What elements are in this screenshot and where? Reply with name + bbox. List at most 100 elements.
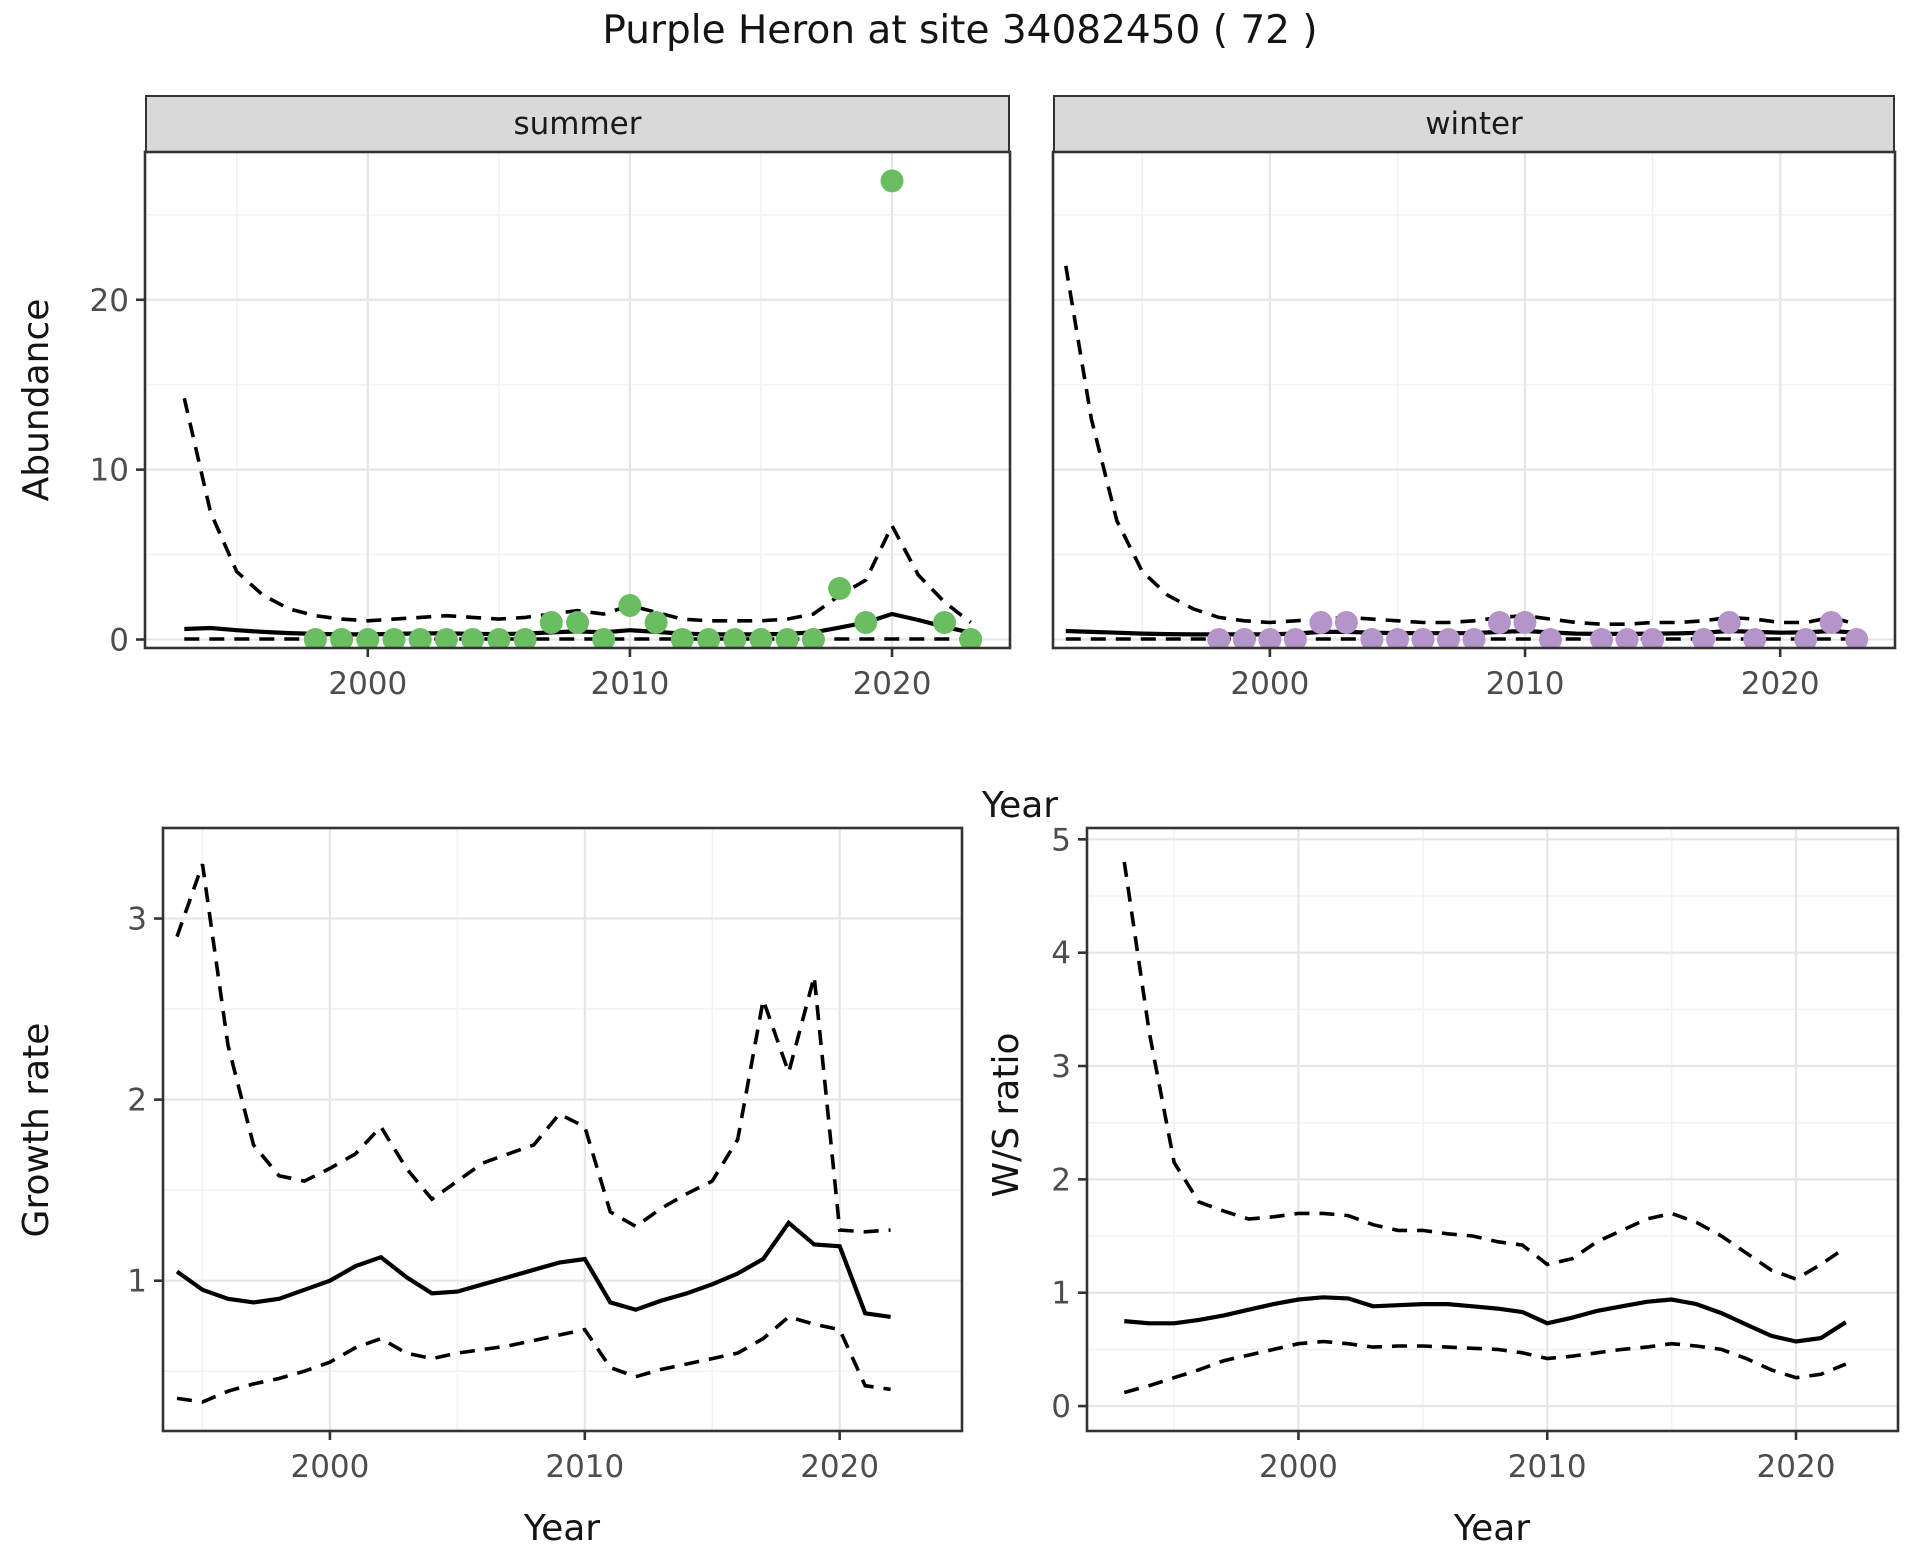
- abundance-winter-panel-border: [1051, 150, 1897, 650]
- abundance-summer-panel-observed-point: [854, 611, 878, 634]
- facet-strip-summer: summer: [145, 95, 1010, 153]
- abundance-summer-panel-observed-point: [461, 628, 485, 648]
- y-tick-label: 1: [127, 1264, 147, 1300]
- abundance-winter-panel-observed-point: [1437, 628, 1460, 648]
- abundance-winter-panel-observed-point: [1411, 628, 1435, 648]
- plot-title: Purple Heron at site 34082450 ( 72 ): [602, 8, 1318, 53]
- ws-ratio-panel-lower_ci-line: [1123, 1339, 1847, 1395]
- abundance-winter-panel-observed-point: [1819, 611, 1843, 634]
- growth-rate-panel-upper_ci-line: [175, 863, 891, 1234]
- x-tick-label: 2010: [1486, 666, 1565, 702]
- x-tick-label: 2000: [328, 666, 407, 702]
- ws-ratio-panel: 2000 2010 2020 0 1 2 3 4 5: [1051, 822, 1900, 1485]
- ws-ratio-panel-series: [1122, 861, 1847, 1395]
- abundance-winter-panel-observed-point: [1692, 628, 1716, 648]
- x-axis-title-year-top: Year: [981, 785, 1059, 826]
- abundance-summer-panel-observed-point: [566, 611, 589, 634]
- abundance-summer-panel-border: [143, 150, 1012, 650]
- abundance-winter-panel-observed-point: [1334, 611, 1358, 634]
- y-tick-label: 5: [1051, 822, 1071, 858]
- x-tick-label: 2020: [1741, 666, 1820, 702]
- x-tick-label: 2000: [1259, 1449, 1338, 1485]
- abundance-summer-panel-observed-point: [539, 611, 563, 634]
- abundance-summer-panel-observed-point: [749, 628, 773, 648]
- abundance-summer-panel-observed-point: [880, 169, 904, 193]
- x-tick-label: 2000: [1230, 666, 1309, 702]
- abundance-summer-panel-observed-point: [828, 577, 852, 600]
- abundance-winter-panel-observed-point: [1590, 628, 1614, 648]
- abundance-summer-panel-observed-point: [487, 628, 511, 648]
- abundance-winter-panel-observed-point: [1513, 611, 1537, 634]
- abundance-winter-panel-observed-point: [1386, 628, 1409, 648]
- abundance-winter-panel-observed-point: [1309, 611, 1333, 634]
- abundance-summer-panel-observed-point: [644, 611, 668, 634]
- x-tick-label: 2020: [853, 666, 932, 702]
- y-tick-label: 0: [109, 623, 129, 659]
- growth-rate-panel-series: [175, 863, 891, 1404]
- abundance-summer-panel-observed-point: [356, 628, 380, 648]
- abundance-winter-panel-upper_ci-line: [1064, 265, 1858, 627]
- x-tick-label: 2010: [1508, 1449, 1587, 1485]
- y-tick-label: 20: [90, 283, 129, 319]
- abundance-winter-panel-observed-point: [1641, 628, 1665, 648]
- ws-ratio-panel-background: [1087, 828, 1898, 1431]
- y-tick-label: 3: [1051, 1049, 1071, 1085]
- y-tick-label: 4: [1051, 936, 1071, 972]
- abundance-winter-panel-observed-point: [1743, 628, 1767, 648]
- ws-ratio-panel-mean-line: [1124, 1295, 1847, 1344]
- growth-rate-panel: 2000 2010 2020 1 2 3: [127, 826, 964, 1485]
- abundance-summer-panel: 2000 2010 2020 0 10 20: [90, 150, 1012, 702]
- abundance-winter-panel-observed-point: [1717, 611, 1741, 634]
- x-axis-title-year-growth: Year: [523, 1508, 601, 1549]
- y-tick-label: 0: [1051, 1389, 1071, 1425]
- abundance-winter-panel-observed-point: [1462, 628, 1486, 648]
- abundance-winter-panel-observed-point: [1615, 628, 1639, 648]
- abundance-summer-panel-observed-point: [592, 628, 616, 648]
- abundance-summer-panel-observed-point: [723, 628, 747, 648]
- x-axis-title-year-ws: Year: [1453, 1508, 1531, 1549]
- abundance-winter-panel-observed-point: [1258, 628, 1282, 648]
- abundance-summer-panel-series: [182, 169, 983, 648]
- facet-strip-winter-label: winter: [1425, 106, 1523, 142]
- y-tick-label: 3: [127, 902, 147, 938]
- ws-ratio-panel-border: [1085, 826, 1900, 1433]
- y-tick-label: 2: [1051, 1162, 1071, 1198]
- abundance-winter-panel-series: [1064, 265, 1869, 648]
- abundance-summer-panel-observed-point: [408, 628, 432, 648]
- growth-rate-panel-background: [163, 828, 962, 1431]
- abundance-winter-panel-observed-point: [1845, 628, 1869, 648]
- abundance-winter-panel-observed-point: [1283, 628, 1307, 648]
- y-tick-label: 1: [1051, 1276, 1071, 1312]
- abundance-summer-panel-observed-point: [775, 628, 799, 648]
- abundance-summer-panel-observed-point: [801, 628, 825, 648]
- abundance-summer-panel-observed-point: [670, 628, 694, 648]
- x-tick-label: 2010: [590, 666, 669, 702]
- x-tick-label: 2020: [1757, 1449, 1836, 1485]
- abundance-summer-panel-observed-point: [697, 628, 721, 648]
- x-tick-label: 2020: [800, 1449, 879, 1485]
- abundance-summer-panel-observed-point: [330, 628, 354, 648]
- abundance-winter-panel-observed-point: [1488, 611, 1511, 634]
- y-tick-label: 10: [90, 453, 129, 489]
- abundance-summer-panel-observed-point: [933, 611, 956, 634]
- abundance-summer-panel-background: [145, 152, 1010, 648]
- facet-strip-summer-label: summer: [513, 106, 642, 142]
- abundance-winter-panel-observed-point: [1360, 628, 1384, 648]
- abundance-summer-panel-observed-point: [959, 628, 983, 648]
- growth-rate-panel-border: [161, 826, 964, 1433]
- y-tick-label: 2: [127, 1083, 147, 1119]
- abundance-summer-panel-observed-point: [303, 628, 327, 648]
- facet-strip-winter: winter: [1053, 95, 1895, 153]
- abundance-winter-panel-observed-point: [1794, 628, 1818, 648]
- abundance-summer-panel-observed-point: [618, 594, 642, 617]
- abundance-summer-panel-observed-point: [382, 628, 406, 648]
- abundance-winter-panel-observed-point: [1207, 628, 1231, 648]
- growth-rate-panel-mean-line: [175, 1219, 891, 1319]
- x-tick-label: 2010: [545, 1449, 624, 1485]
- abundance-winter-panel-observed-point: [1539, 628, 1562, 648]
- x-tick-label: 2000: [290, 1449, 369, 1485]
- abundance-winter-panel: 2000 2010 2020: [1051, 150, 1897, 702]
- abundance-summer-panel-observed-point: [513, 628, 537, 648]
